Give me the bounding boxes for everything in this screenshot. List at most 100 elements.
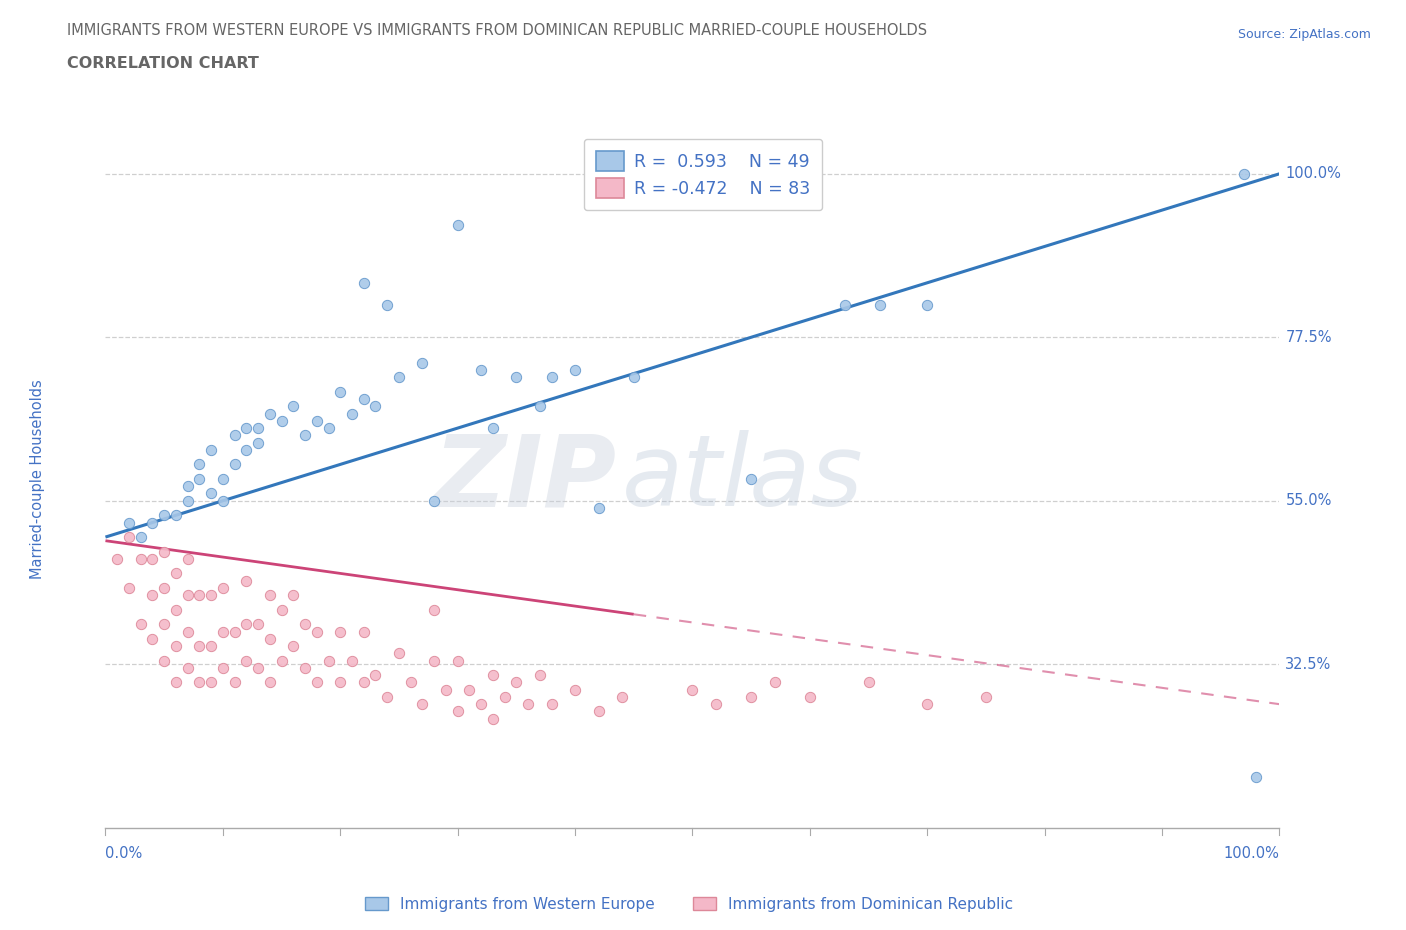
Point bbox=[141, 631, 163, 646]
Point bbox=[283, 399, 305, 414]
Point bbox=[224, 457, 246, 472]
Point bbox=[340, 406, 363, 421]
Point bbox=[270, 653, 292, 668]
Point bbox=[434, 683, 457, 698]
Point bbox=[176, 588, 198, 603]
Point bbox=[176, 551, 198, 566]
Point bbox=[129, 617, 152, 631]
Point bbox=[235, 573, 257, 588]
Point bbox=[200, 588, 222, 603]
Point bbox=[915, 298, 938, 312]
Point bbox=[211, 472, 233, 486]
Point bbox=[482, 711, 505, 726]
Point bbox=[353, 392, 375, 406]
Point bbox=[176, 479, 198, 494]
Point bbox=[740, 689, 762, 704]
Point bbox=[1244, 769, 1267, 784]
Point bbox=[364, 668, 387, 683]
Point bbox=[165, 566, 187, 581]
Point bbox=[329, 624, 352, 639]
Point bbox=[529, 399, 551, 414]
Point bbox=[915, 697, 938, 711]
Point bbox=[270, 414, 292, 429]
Point bbox=[411, 355, 433, 370]
Text: Source: ZipAtlas.com: Source: ZipAtlas.com bbox=[1237, 28, 1371, 41]
Point bbox=[470, 363, 492, 378]
Legend: Immigrants from Western Europe, Immigrants from Dominican Republic: Immigrants from Western Europe, Immigran… bbox=[359, 890, 1019, 918]
Text: 32.5%: 32.5% bbox=[1285, 657, 1331, 671]
Legend: R =  0.593    N = 49, R = -0.472    N = 83: R = 0.593 N = 49, R = -0.472 N = 83 bbox=[583, 139, 823, 210]
Text: atlas: atlas bbox=[621, 431, 863, 527]
Point bbox=[129, 530, 152, 545]
Point bbox=[411, 697, 433, 711]
Point bbox=[141, 551, 163, 566]
Point bbox=[176, 660, 198, 675]
Point bbox=[353, 624, 375, 639]
Point bbox=[283, 639, 305, 654]
Point bbox=[165, 675, 187, 690]
Point bbox=[799, 689, 821, 704]
Point bbox=[364, 399, 387, 414]
Point bbox=[200, 486, 222, 501]
Point bbox=[482, 668, 505, 683]
Point bbox=[153, 580, 176, 595]
Point bbox=[305, 414, 328, 429]
Point bbox=[141, 588, 163, 603]
Point bbox=[446, 653, 468, 668]
Text: 55.0%: 55.0% bbox=[1285, 493, 1331, 509]
Point bbox=[329, 675, 352, 690]
Point bbox=[200, 675, 222, 690]
Point bbox=[329, 384, 352, 399]
Point bbox=[470, 697, 492, 711]
Point bbox=[588, 704, 610, 719]
Point bbox=[200, 443, 222, 458]
Point bbox=[165, 639, 187, 654]
Point bbox=[505, 370, 527, 385]
Point bbox=[247, 660, 270, 675]
Point bbox=[340, 653, 363, 668]
Point bbox=[188, 588, 211, 603]
Point bbox=[458, 683, 481, 698]
Point bbox=[270, 603, 292, 618]
Point bbox=[834, 298, 856, 312]
Point bbox=[211, 580, 233, 595]
Point bbox=[529, 668, 551, 683]
Point bbox=[224, 675, 246, 690]
Point bbox=[294, 660, 316, 675]
Point bbox=[211, 493, 233, 508]
Point bbox=[740, 472, 762, 486]
Point bbox=[482, 420, 505, 435]
Point bbox=[388, 646, 411, 661]
Point bbox=[353, 275, 375, 290]
Point bbox=[294, 617, 316, 631]
Point bbox=[165, 603, 187, 618]
Point bbox=[247, 617, 270, 631]
Point bbox=[188, 472, 211, 486]
Point bbox=[118, 530, 141, 545]
Text: 77.5%: 77.5% bbox=[1285, 330, 1331, 345]
Text: 100.0%: 100.0% bbox=[1223, 846, 1279, 861]
Point bbox=[211, 624, 233, 639]
Point bbox=[259, 406, 281, 421]
Point bbox=[858, 675, 880, 690]
Point bbox=[446, 704, 468, 719]
Point bbox=[763, 675, 786, 690]
Point bbox=[305, 624, 328, 639]
Point bbox=[153, 508, 176, 523]
Point bbox=[588, 500, 610, 515]
Point bbox=[153, 617, 176, 631]
Point bbox=[540, 697, 562, 711]
Point bbox=[375, 689, 398, 704]
Point bbox=[318, 420, 340, 435]
Point bbox=[505, 675, 527, 690]
Point bbox=[974, 689, 997, 704]
Point bbox=[423, 653, 446, 668]
Point bbox=[188, 675, 211, 690]
Point bbox=[235, 653, 257, 668]
Point bbox=[869, 298, 891, 312]
Point bbox=[118, 515, 141, 530]
Point bbox=[681, 683, 703, 698]
Point bbox=[235, 443, 257, 458]
Text: ZIP: ZIP bbox=[433, 431, 616, 527]
Point bbox=[318, 653, 340, 668]
